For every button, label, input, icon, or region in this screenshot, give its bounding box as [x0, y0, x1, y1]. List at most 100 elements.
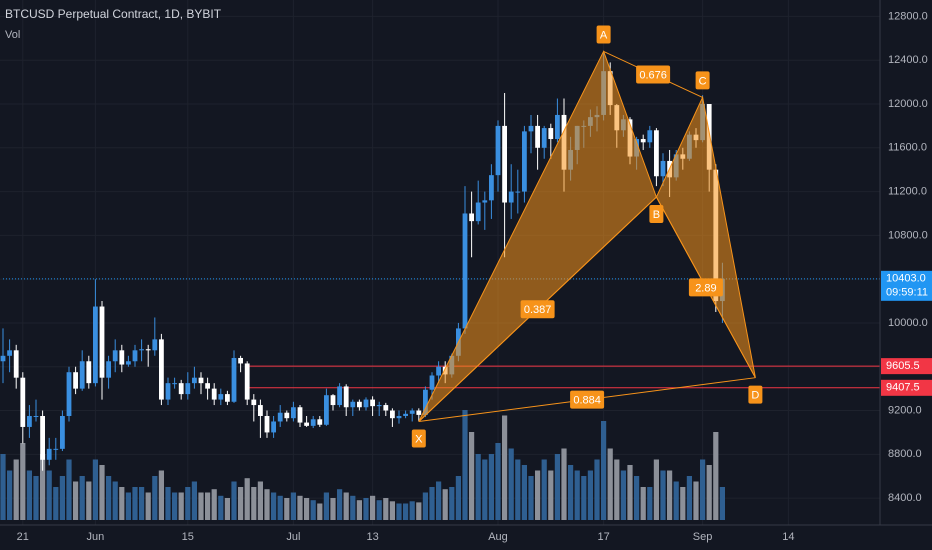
volume-bar — [396, 503, 402, 520]
volume-bar — [26, 470, 32, 520]
candle-body — [291, 407, 296, 419]
volume-bar — [686, 476, 692, 520]
y-tick-label: 8400.0 — [888, 492, 922, 504]
chart-title: BTCUSD Perpetual Contract, 1D, BYBIT — [5, 7, 222, 21]
volume-bar — [139, 487, 145, 520]
candle-body — [508, 191, 514, 203]
volume-bar — [211, 489, 217, 520]
volume-bar — [277, 495, 283, 520]
volume-bar — [719, 487, 725, 520]
candle-body — [112, 350, 118, 362]
y-tick-label: 11200.0 — [888, 185, 927, 197]
volume-bar — [330, 498, 336, 520]
volume-bar — [541, 459, 547, 520]
volume-bar — [290, 492, 296, 520]
x-tick-label: Jun — [87, 531, 105, 543]
candle-body — [165, 383, 171, 400]
volume-bar — [568, 465, 574, 520]
volume-bar — [620, 470, 626, 520]
volume-bar — [660, 470, 666, 520]
candle-body — [284, 412, 290, 419]
volume-bar — [59, 476, 65, 520]
point-label: X — [415, 433, 423, 445]
y-tick-label: 11600.0 — [888, 142, 927, 154]
volume-bar — [33, 476, 39, 520]
x-tick-label: 14 — [782, 531, 794, 543]
volume-bar — [528, 476, 534, 520]
volume-bar — [409, 501, 415, 520]
candle-body — [106, 361, 111, 378]
volume-bar — [231, 481, 237, 520]
volume-bar — [601, 421, 607, 520]
candle-body — [99, 306, 105, 378]
volume-bar — [350, 495, 356, 520]
volume-bar — [158, 470, 164, 520]
volume-bar — [488, 454, 494, 520]
ratio-label: 0.676 — [639, 69, 667, 81]
volume-bar — [66, 459, 72, 520]
volume-bar — [132, 487, 138, 520]
candle-body — [126, 361, 131, 365]
price-tag-label: 9407.5 — [886, 382, 920, 394]
candle-body — [297, 407, 303, 423]
volume-bar — [218, 495, 224, 520]
candle-body — [522, 131, 527, 192]
y-tick-label: 12000.0 — [888, 98, 928, 110]
volume-bar — [548, 470, 554, 520]
volume-bar — [502, 415, 508, 520]
volume-bar — [185, 487, 191, 520]
candle-body — [33, 416, 39, 417]
candle-body — [330, 395, 336, 406]
candle-body — [535, 125, 540, 148]
x-tick-label: Sep — [693, 531, 713, 543]
volume-bar — [713, 432, 719, 520]
candle-body — [53, 448, 59, 450]
candle-body — [73, 372, 78, 389]
volume-bar — [508, 448, 514, 520]
volume-bar — [469, 432, 475, 520]
candle-body — [225, 394, 230, 402]
volume-bar — [640, 487, 646, 520]
y-tick-label: 9200.0 — [888, 404, 922, 416]
candle-body — [515, 191, 521, 193]
point-label: D — [751, 390, 759, 402]
volume-bar — [224, 498, 230, 520]
candle-body — [271, 421, 276, 433]
volume-bar — [429, 487, 435, 520]
volume-bar — [574, 470, 580, 520]
volume-bar — [515, 459, 521, 520]
ratio-box — [570, 390, 605, 409]
point-label: B — [653, 209, 660, 221]
volume-bar — [178, 492, 184, 520]
candle-body — [324, 395, 329, 425]
candle-body — [423, 389, 428, 415]
volume-bar — [337, 489, 343, 520]
volume-bar — [73, 481, 79, 520]
candle-body — [7, 350, 12, 356]
countdown-label: 09:59:11 — [886, 287, 928, 299]
candle-body — [218, 394, 224, 400]
volume-bar — [125, 492, 131, 520]
volume-bar — [7, 470, 13, 520]
volume-bar — [561, 448, 567, 520]
candle-body — [363, 399, 369, 408]
candle-body — [541, 128, 547, 148]
candle-body — [0, 355, 6, 362]
volume-bar — [535, 470, 541, 520]
candle-body — [46, 448, 52, 460]
volume-bar — [53, 487, 59, 520]
volume-bar — [145, 492, 151, 520]
candle-body — [548, 128, 554, 140]
price-tag — [881, 379, 932, 396]
volume-bar — [482, 459, 488, 520]
price-lines — [3, 278, 880, 389]
volume-bar — [462, 410, 468, 520]
candle-body — [172, 383, 177, 385]
candle-body — [660, 160, 666, 177]
y-tick-label: 10000.0 — [888, 317, 928, 329]
price-tag — [881, 270, 932, 301]
volume-bar — [455, 476, 461, 520]
pattern-layer: 0.676 0.387 2.89 0.884 X A B C D — [411, 25, 763, 448]
volume-bar — [607, 448, 613, 520]
